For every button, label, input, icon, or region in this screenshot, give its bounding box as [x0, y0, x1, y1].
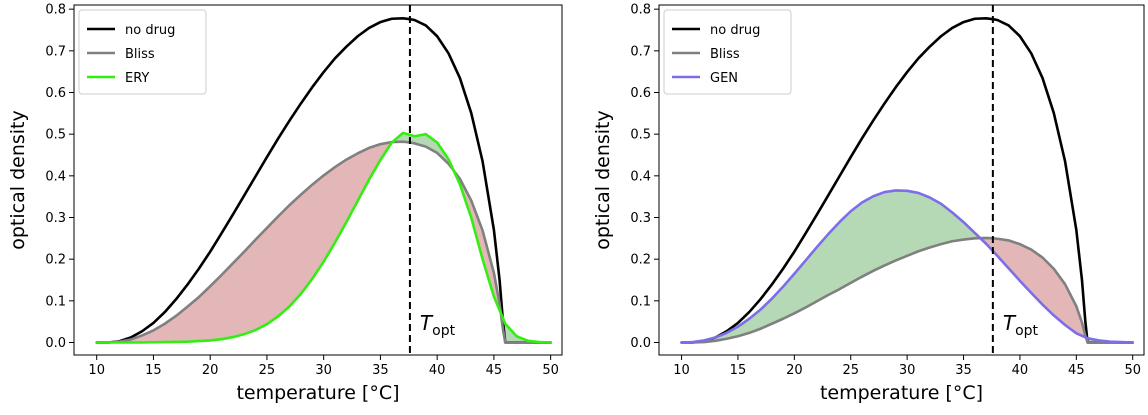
x-axis-label: temperature [°C] [820, 382, 983, 404]
y-tick-label: 0.6 [630, 86, 651, 101]
y-tick-label: 0.2 [45, 253, 66, 268]
y-tick-label: 0.3 [45, 211, 66, 226]
x-tick-label: 50 [1124, 363, 1141, 378]
x-tick-label: 10 [88, 363, 105, 378]
x-tick-label: 25 [842, 363, 859, 378]
y-axis-label: optical density [592, 110, 614, 250]
x-tick-label: 20 [786, 363, 803, 378]
y-tick-label: 0.4 [45, 169, 66, 184]
legend-label: no drug [710, 23, 760, 38]
y-tick-label: 0.6 [45, 86, 66, 101]
x-tick-label: 15 [145, 363, 162, 378]
y-tick-label: 0.3 [630, 211, 651, 226]
y-tick-label: 0.0 [45, 336, 66, 351]
x-tick-label: 40 [429, 363, 446, 378]
series-line-bliss [680, 236, 1135, 344]
chart-panel-right: Topt 10 15 20 25 30 35 40 45 50 0.0 0.1 0.2 0.3 0.4 0.5… [592, 3, 1145, 404]
y-tick-label: 0.2 [630, 253, 651, 268]
shaded-area-below-bliss-1 [108, 142, 392, 343]
x-tick-label: 45 [486, 363, 503, 378]
x-tick-label: 45 [1068, 363, 1085, 378]
y-tick-label: 0.8 [45, 3, 66, 18]
legend-label: Bliss [710, 47, 740, 62]
legend-label: ERY [125, 71, 149, 86]
y-tick-label: 0.1 [45, 294, 66, 309]
x-tick-label: 10 [673, 363, 690, 378]
legend: no drug Bliss GEN [663, 9, 792, 95]
y-tick-label: 0.8 [630, 3, 651, 18]
legend-label: Bliss [125, 47, 155, 62]
legend-label: no drug [125, 23, 175, 38]
y-tick-label: 0.5 [45, 128, 66, 143]
y-tick-label: 0.0 [630, 336, 651, 351]
y-axis-label: optical density [7, 110, 29, 250]
x-tick-label: 50 [542, 363, 559, 378]
series-line-gen [680, 189, 1135, 344]
x-tick-label: 40 [1012, 363, 1029, 378]
x-axis-label: temperature [°C] [236, 382, 399, 404]
topt-annotation: Topt [1003, 311, 1039, 339]
axes-frame [73, 4, 563, 356]
series-line-bliss [95, 140, 552, 344]
x-tick-label: 15 [730, 363, 747, 378]
y-tick-label: 0.7 [45, 44, 66, 59]
x-tick-label: 20 [202, 363, 219, 378]
x-tick-label: 30 [315, 363, 332, 378]
y-tick-label: 0.1 [630, 294, 651, 309]
series-line-no-drug [680, 17, 1135, 344]
series-line-ery [95, 131, 552, 344]
shaded-area-above-bliss-4 [502, 316, 551, 343]
x-tick-label: 30 [899, 363, 916, 378]
legend-box [78, 9, 207, 95]
legend-box [663, 9, 792, 95]
y-tick-label: 0.7 [630, 44, 651, 59]
x-tick-label: 25 [259, 363, 276, 378]
series-line-no-drug [95, 17, 552, 344]
axes-frame [658, 4, 1145, 356]
shaded-area-below-bliss-1 [980, 237, 1085, 337]
topt-annotation: Topt [420, 311, 456, 339]
chart-panel-left: Topt 10 15 20 25 30 35 40 45 50 0.0 0.1 0.2 0.3 0.4 0.5… [7, 3, 563, 404]
x-tick-label: 35 [372, 363, 389, 378]
legend: no drug Bliss ERY [78, 9, 207, 95]
shaded-area-above-bliss-0 [681, 190, 980, 343]
y-tick-label: 0.4 [630, 169, 651, 184]
x-tick-label: 35 [955, 363, 972, 378]
legend-label: GEN [710, 71, 738, 86]
y-tick-label: 0.5 [630, 128, 651, 143]
